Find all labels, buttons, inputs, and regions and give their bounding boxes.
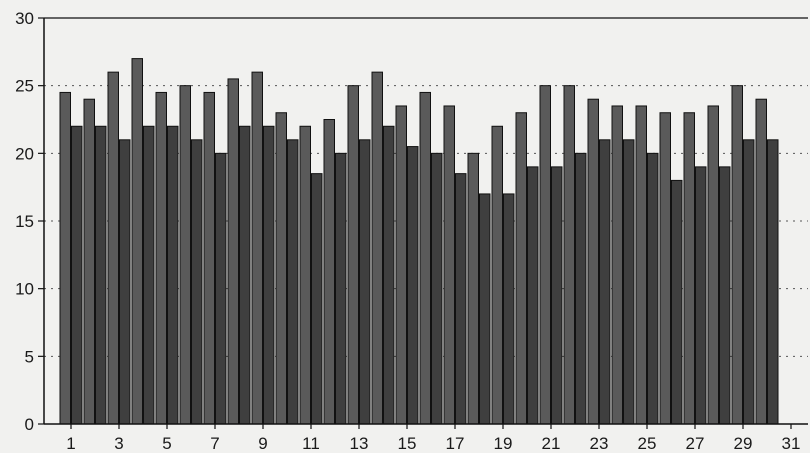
bar-s2-5 [167, 125, 179, 425]
bar-s2-18 [479, 193, 491, 425]
bar-s1-20 [515, 112, 527, 425]
x-tick-label-19: 19 [494, 434, 513, 453]
bar-s2-9 [263, 125, 275, 425]
bar-s2-13 [359, 139, 371, 425]
x-tick-label-11: 11 [302, 434, 320, 453]
bar-s1-10 [275, 112, 287, 425]
x-tick-label-29: 29 [734, 434, 753, 453]
x-tick-labels: 1 3 5 7 9 11 13 15 17 19 21 23 25 27 29 31 [66, 434, 800, 453]
bar-s2-15 [407, 146, 419, 425]
bar-s2-4 [143, 125, 155, 425]
bar-s2-28 [719, 166, 731, 425]
bar-s2-6 [191, 139, 203, 425]
x-tick-label-15: 15 [398, 434, 417, 453]
y-tick-label-5: 5 [25, 347, 34, 366]
bar-s1-2 [83, 98, 95, 425]
bar-s1-27 [683, 112, 695, 425]
bar-s1-30 [755, 98, 767, 425]
x-tick-label-31: 31 [782, 434, 801, 453]
bar-s2-19 [503, 193, 515, 425]
x-tick-label-9: 9 [258, 434, 267, 453]
x-tick-label-23: 23 [590, 434, 609, 453]
bar-s2-8 [239, 125, 251, 425]
bar-s2-23 [599, 139, 611, 425]
bar-s1-9 [251, 71, 263, 425]
bar-s1-11 [299, 125, 311, 425]
bar-s1-17 [443, 105, 455, 425]
bar-s2-22 [575, 152, 587, 425]
bar-s1-8 [227, 78, 239, 425]
y-tick-label-0: 0 [25, 415, 34, 434]
bar-s1-21 [539, 85, 551, 425]
bar-s2-25 [647, 152, 659, 425]
bars [59, 58, 779, 425]
bar-s1-28 [707, 105, 719, 425]
bar-s2-16 [431, 152, 443, 425]
bar-s2-12 [335, 152, 347, 425]
bar-s1-15 [395, 105, 407, 425]
x-tick-label-3: 3 [114, 434, 123, 453]
x-tick-label-17: 17 [446, 434, 465, 453]
bar-s2-24 [623, 139, 635, 425]
bar-s1-16 [419, 91, 431, 425]
bar-s1-25 [635, 105, 647, 425]
y-tick-label-25: 25 [15, 77, 34, 96]
x-tick-label-21: 21 [542, 434, 561, 453]
bar-s1-4 [131, 58, 143, 425]
bar-s1-29 [731, 85, 743, 425]
bar-s1-26 [659, 112, 671, 425]
bar-s1-12 [323, 119, 335, 425]
y-tick-label-15: 15 [15, 212, 34, 231]
x-tick-label-1: 1 [66, 434, 75, 453]
bar-s2-7 [215, 152, 227, 425]
bar-s1-3 [107, 71, 119, 425]
bar-s2-2 [95, 125, 107, 425]
bar-s1-14 [371, 71, 383, 425]
y-tick-label-10: 10 [15, 280, 34, 299]
bar-s1-5 [155, 91, 167, 425]
x-tick-label-27: 27 [686, 434, 705, 453]
bar-s1-22 [563, 85, 575, 425]
x-tick-label-25: 25 [638, 434, 657, 453]
bar-s2-14 [383, 125, 395, 425]
x-tick-label-7: 7 [210, 434, 219, 453]
bar-s2-10 [287, 139, 299, 425]
y-tick-labels: 0 5 10 15 20 25 30 [15, 9, 34, 434]
bar-s2-11 [311, 173, 323, 425]
bar-s1-18 [467, 152, 479, 425]
bar-s2-21 [551, 166, 563, 425]
bar-s1-1 [59, 91, 71, 425]
axes [38, 17, 808, 429]
bar-s2-26 [671, 179, 683, 425]
bar-s2-20 [527, 166, 539, 425]
bar-s1-19 [491, 125, 503, 425]
bar-s2-17 [455, 173, 467, 425]
bar-s2-3 [119, 139, 131, 425]
bar-s2-27 [695, 166, 707, 425]
x-tick-label-13: 13 [350, 434, 369, 453]
bar-s1-7 [203, 91, 215, 425]
y-tick-label-30: 30 [15, 9, 34, 28]
y-tick-label-20: 20 [15, 144, 34, 163]
bar-s1-23 [587, 98, 599, 425]
bar-s1-13 [347, 85, 359, 425]
bar-s2-30 [767, 139, 779, 425]
bar-s2-29 [743, 139, 755, 425]
bar-s2-1 [71, 125, 83, 425]
bar-s1-24 [611, 105, 623, 425]
x-tick-label-5: 5 [162, 434, 171, 453]
bar-s1-6 [179, 85, 191, 425]
